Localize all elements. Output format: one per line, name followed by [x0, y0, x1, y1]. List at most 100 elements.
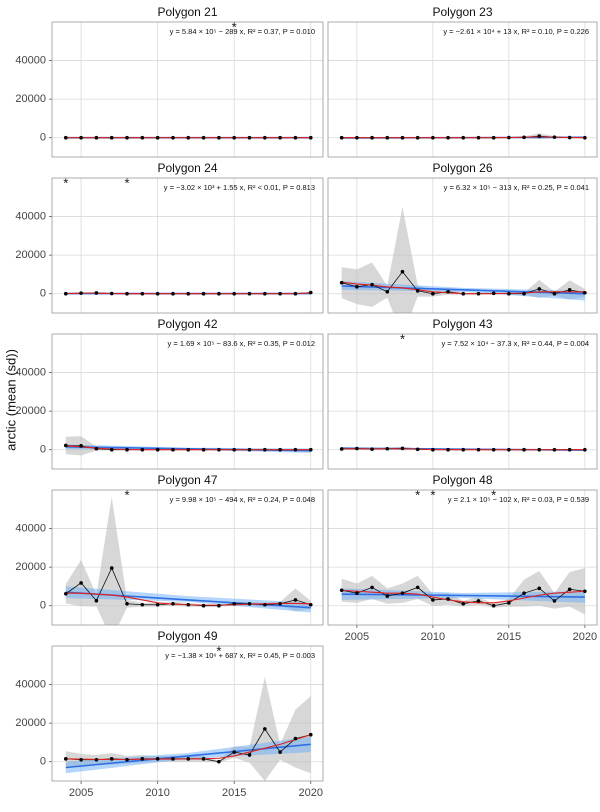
point [140, 291, 145, 296]
point [308, 732, 313, 737]
y-tick-label: 0 [40, 288, 46, 300]
point [385, 135, 390, 140]
point [263, 727, 267, 731]
point [155, 447, 160, 452]
point [155, 757, 160, 761]
panel-border [51, 21, 324, 158]
point [293, 598, 298, 602]
point [217, 759, 221, 764]
point [308, 602, 313, 607]
point [140, 447, 145, 452]
trend-line [341, 285, 585, 295]
point [476, 135, 481, 140]
point [278, 601, 282, 606]
point [94, 135, 99, 140]
point [109, 135, 114, 140]
point [171, 135, 175, 140]
y-tick-label: 40000 [15, 54, 46, 66]
trend-ci [341, 281, 585, 301]
point [186, 447, 191, 452]
point [522, 291, 526, 296]
y-tick-label: 20000 [15, 93, 46, 105]
plot-area [339, 568, 587, 615]
annotation: y = 6.32 × 10⁵ − 313 x, R² = 0.25, P = 0… [444, 183, 589, 192]
point [232, 291, 236, 296]
y-tick-label: 0 [40, 756, 46, 768]
trend-line [341, 593, 585, 598]
point [155, 291, 160, 296]
y-tick-label: 0 [40, 600, 46, 612]
annotation: y = 9.98 × 10⁵ − 494 x, R² = 0.24, P = 0… [170, 495, 315, 504]
panel-title: Polygon 48 [432, 473, 492, 487]
sd-band [341, 568, 585, 615]
point [125, 447, 129, 452]
y-tick-label: 40000 [15, 366, 46, 378]
y-tick-label: 40000 [15, 522, 46, 534]
point [186, 135, 191, 140]
y-tick-label: 40000 [15, 678, 46, 690]
point [461, 447, 466, 452]
point [79, 757, 83, 762]
point [355, 135, 359, 140]
point [355, 591, 359, 595]
panel: Polygon 47 0 20000 40000 y = 9.98 × 10⁵ − 49… [15, 473, 324, 626]
point [232, 447, 236, 452]
significance-star: * [491, 487, 496, 502]
point [583, 135, 587, 140]
point [201, 291, 206, 296]
point [263, 135, 267, 140]
point [155, 135, 160, 140]
point [339, 280, 344, 285]
point [201, 757, 206, 761]
point [537, 287, 542, 291]
panel-background [52, 178, 323, 313]
point [355, 446, 359, 451]
panel-title: Polygon 24 [157, 161, 217, 175]
point [217, 135, 221, 140]
point [63, 135, 68, 140]
point [125, 757, 129, 762]
sd-band [65, 496, 311, 625]
point [171, 757, 175, 761]
annotation: y = 1.69 × 10⁵ − 83.6 x, R² = 0.35, P = … [168, 339, 315, 348]
significance-star: * [400, 331, 405, 346]
point [263, 291, 267, 296]
point [63, 443, 68, 448]
point [263, 602, 267, 607]
point [201, 603, 206, 608]
point [537, 134, 542, 138]
point [415, 585, 420, 590]
point [507, 601, 511, 605]
point [491, 291, 496, 296]
panel: Polygon 23 y = −2.61 × 10⁴ + 13 x, R² = 0… [327, 5, 598, 158]
point [94, 446, 99, 451]
panel-title: Polygon 43 [432, 317, 492, 331]
point [308, 447, 313, 452]
point [171, 601, 175, 606]
point [247, 753, 252, 757]
point [507, 135, 511, 140]
point [247, 291, 252, 296]
x-tick-label: 2010 [421, 631, 445, 643]
point [583, 290, 587, 295]
plot-area [63, 436, 313, 456]
point [308, 290, 313, 295]
x-tick-label: 2005 [69, 787, 93, 799]
panel-title: Polygon 49 [157, 629, 217, 643]
point [431, 291, 435, 296]
y-axis-label: arctic (mean (sd)) [3, 349, 18, 451]
point [140, 135, 145, 140]
point [567, 587, 572, 592]
point [491, 603, 496, 608]
point [385, 289, 390, 294]
y-tick-label: 20000 [15, 561, 46, 573]
point [583, 589, 587, 594]
plot-area [63, 496, 313, 625]
point [537, 447, 542, 452]
x-tick-label: 2020 [299, 787, 323, 799]
point [339, 135, 344, 140]
point [63, 757, 68, 761]
point [583, 447, 587, 452]
point [446, 135, 450, 140]
panel-title: Polygon 23 [432, 5, 492, 19]
